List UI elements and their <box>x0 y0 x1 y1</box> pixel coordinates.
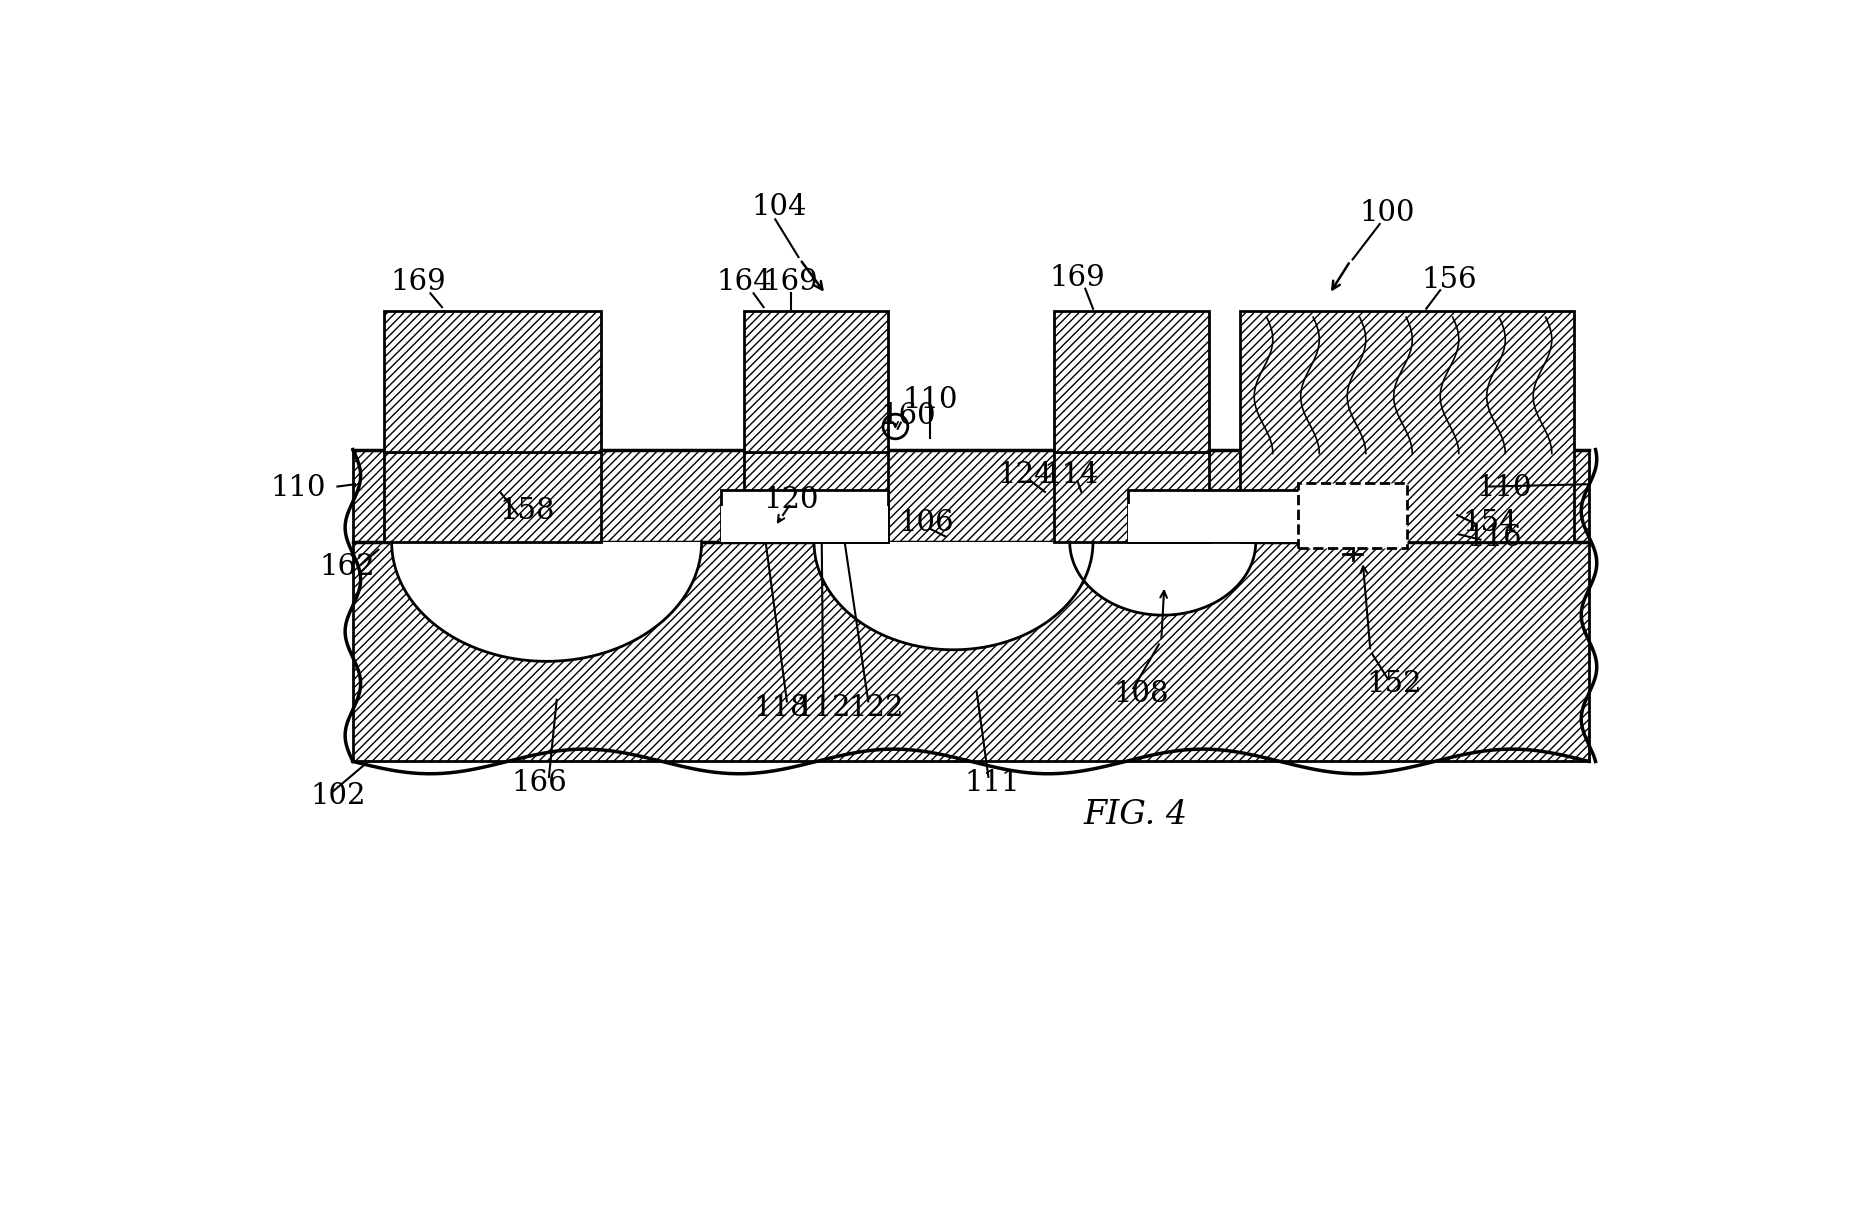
Bar <box>1054 311 1208 452</box>
Text: 111: 111 <box>965 768 1020 797</box>
Bar <box>1298 482 1408 548</box>
Text: 169: 169 <box>391 269 447 297</box>
Text: 158: 158 <box>499 497 555 525</box>
Text: 110: 110 <box>903 385 959 413</box>
Text: 118: 118 <box>754 693 810 721</box>
Text: 154: 154 <box>1462 509 1518 537</box>
Text: 106: 106 <box>899 509 953 537</box>
Text: 104: 104 <box>752 193 806 221</box>
Bar <box>1128 504 1337 542</box>
Text: 114: 114 <box>1043 461 1099 488</box>
Bar <box>1054 452 1208 542</box>
Text: 162: 162 <box>320 554 376 582</box>
Text: 164: 164 <box>717 269 773 297</box>
Text: 160: 160 <box>881 402 937 430</box>
Text: 110: 110 <box>270 474 326 502</box>
Text: 169: 169 <box>1050 264 1106 292</box>
Text: 122: 122 <box>849 693 903 721</box>
Bar <box>745 452 888 542</box>
Text: 110: 110 <box>1477 474 1532 502</box>
Bar <box>384 311 601 452</box>
Text: 166: 166 <box>510 768 566 797</box>
Text: 102: 102 <box>311 782 365 810</box>
Text: 116: 116 <box>1467 524 1523 553</box>
Bar <box>1240 311 1573 542</box>
Text: 100: 100 <box>1359 199 1415 227</box>
Polygon shape <box>1071 542 1255 616</box>
Text: 108: 108 <box>1113 680 1169 708</box>
Bar <box>721 505 888 542</box>
Bar <box>1128 491 1337 542</box>
Bar <box>354 450 1588 542</box>
Text: 156: 156 <box>1423 267 1477 295</box>
Bar <box>384 452 601 542</box>
Text: 112: 112 <box>795 693 851 721</box>
Text: 120: 120 <box>763 486 819 514</box>
Text: FIG. 4: FIG. 4 <box>1084 800 1188 831</box>
Polygon shape <box>814 542 1093 650</box>
Polygon shape <box>391 542 702 662</box>
Text: 152: 152 <box>1367 670 1421 698</box>
Bar <box>721 491 888 542</box>
Bar <box>354 542 1588 761</box>
Bar <box>745 311 888 452</box>
Text: 169: 169 <box>763 269 819 297</box>
Text: 124: 124 <box>996 461 1052 488</box>
